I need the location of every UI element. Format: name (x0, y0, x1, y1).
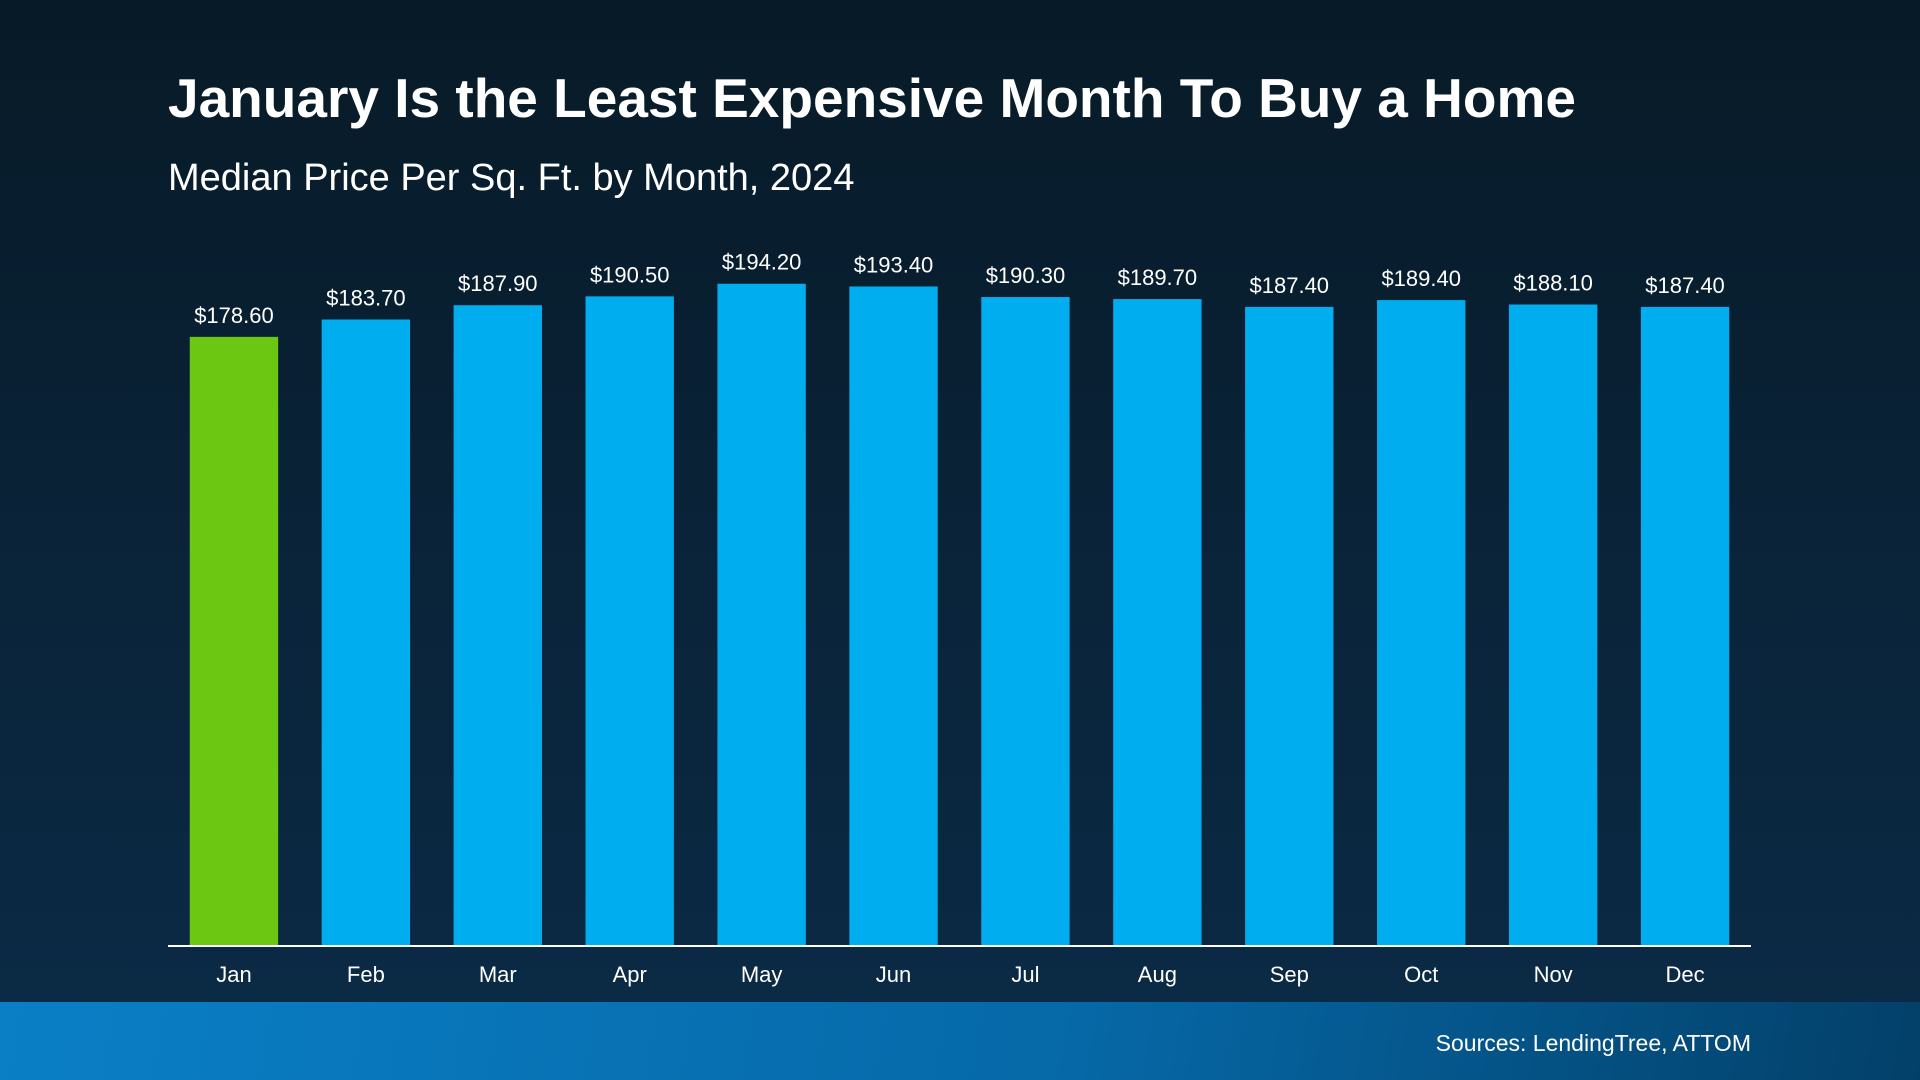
bar-jun (849, 286, 938, 945)
data-label-may: $194.20 (722, 250, 802, 275)
x-tick-label-mar: Mar (479, 962, 517, 987)
x-tick-label-jun: Jun (876, 962, 911, 987)
x-tick-label-may: May (741, 962, 783, 987)
x-tick-label-dec: Dec (1665, 962, 1704, 987)
data-label-feb: $183.70 (326, 286, 406, 311)
x-tick-label-apr: Apr (613, 962, 647, 987)
x-tick-label-jul: Jul (1011, 962, 1039, 987)
x-tick-label-nov: Nov (1534, 962, 1573, 987)
data-label-nov: $188.10 (1513, 271, 1593, 296)
data-label-dec: $187.40 (1645, 273, 1725, 298)
data-label-sep: $187.40 (1250, 273, 1330, 298)
bar-chart: $178.60 Jan $183.70 Feb $187.90 Mar $190.50 Apr… (189, 250, 1730, 987)
bar-apr (585, 296, 674, 945)
bar-mar (453, 305, 542, 945)
bar-aug (1113, 299, 1202, 945)
data-label-apr: $190.50 (590, 262, 670, 287)
x-tick-label-feb: Feb (347, 962, 385, 987)
bar-feb (321, 319, 411, 946)
chart-subtitle: Median Price Per Sq. Ft. by Month, 2024 (168, 157, 855, 199)
bar-dec (1640, 306, 1730, 945)
bar-may (717, 283, 806, 945)
data-label-oct: $189.40 (1381, 266, 1461, 291)
data-label-jun: $193.40 (854, 252, 934, 277)
data-label-aug: $189.70 (1118, 265, 1198, 290)
bar-sep (1245, 306, 1334, 945)
chart-title: January Is the Least Expensive Month To … (168, 67, 1576, 129)
source-note: Sources: LendingTree, ATTOM (1435, 1030, 1751, 1056)
data-label-jan: $178.60 (194, 303, 274, 328)
data-label-mar: $187.90 (458, 271, 538, 296)
x-tick-label-sep: Sep (1270, 962, 1309, 987)
data-label-jul: $190.30 (986, 263, 1066, 288)
x-tick-label-aug: Aug (1138, 962, 1177, 987)
bar-oct (1377, 300, 1466, 945)
bar-nov (1508, 304, 1598, 945)
bar-jan (189, 336, 279, 945)
footer-band: Sources: LendingTree, ATTOM (0, 1002, 1920, 1080)
x-tick-label-jan: Jan (216, 962, 251, 987)
x-tick-label-oct: Oct (1404, 962, 1438, 987)
bar-jul (981, 297, 1070, 945)
